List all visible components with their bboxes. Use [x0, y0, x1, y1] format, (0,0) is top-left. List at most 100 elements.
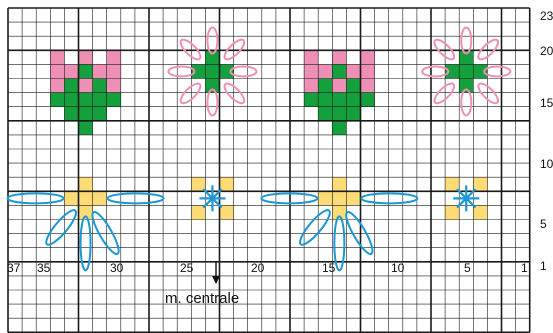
- tulip-2-petal: [304, 78, 319, 93]
- star-1-corner: [219, 177, 234, 192]
- flower-1-petal-outline: [106, 192, 165, 205]
- daisy-2-center: [473, 64, 488, 79]
- flower-1-petal-outline: [91, 210, 120, 255]
- flower-2-center: [346, 191, 361, 206]
- tulip-1-petal: [92, 64, 107, 79]
- tulip-2-leaf: [318, 106, 333, 121]
- bottom-axis-labels: 37 35 30 25 20 15 10 5 1: [7, 261, 528, 275]
- daisy-2-petal-outline: [477, 82, 500, 105]
- flower-1-center: [78, 177, 93, 192]
- col-label-15: 15: [322, 261, 336, 275]
- tulip-2-leaf: [318, 78, 333, 93]
- tulip-1-petal: [50, 78, 65, 93]
- tulip-1-petal: [64, 64, 79, 79]
- daisy-1-petal-outline: [179, 82, 202, 105]
- star-1-ray: [202, 188, 223, 209]
- daisy-1-petal-outline: [206, 88, 219, 117]
- tulip-1-leaf: [92, 106, 107, 121]
- star-1-corner: [191, 177, 206, 192]
- tulip-1-leaf: [64, 78, 79, 93]
- daisy-2-petal-outline: [460, 26, 473, 55]
- row-label-5: 5: [540, 217, 547, 231]
- flower-1-center: [64, 191, 79, 206]
- tulip-2-petal: [360, 64, 375, 79]
- col-label-20: 20: [251, 261, 265, 275]
- tulip-2-leaf: [332, 92, 347, 107]
- row-label-20: 20: [540, 44, 553, 58]
- daisy-2-petal-outline: [483, 65, 512, 78]
- daisy-2-center: [459, 50, 474, 65]
- tulip-1-petal: [78, 50, 93, 65]
- tulip-1-leaf: [78, 106, 93, 121]
- tulip-2-leaf: [346, 106, 361, 121]
- tulip-1-leaf: [50, 92, 65, 107]
- star-2-corner: [473, 177, 488, 192]
- flower-1-petal-outline: [6, 192, 65, 205]
- row-label-23: 23: [540, 9, 553, 23]
- star-2-ray: [456, 188, 477, 209]
- tulip-2-leaf: [332, 64, 347, 79]
- row-label-15: 15: [540, 96, 553, 110]
- daisy-2-center: [445, 64, 460, 79]
- center-marker: m. centrale: [165, 262, 239, 307]
- tulip-2-petal: [360, 50, 375, 65]
- tulip-1-leaf: [64, 92, 79, 107]
- col-label-10: 10: [391, 261, 405, 275]
- daisy-2-petal-outline: [477, 38, 500, 61]
- flower-1-center: [78, 191, 93, 206]
- daisy-2-petal-outline: [421, 65, 450, 78]
- tulip-1-petal: [106, 78, 121, 93]
- flower-1-center: [78, 205, 93, 220]
- flower-2-petal-outline: [260, 192, 319, 205]
- tulip-1-leaf: [78, 120, 93, 135]
- tulip-1-leaf: [106, 92, 121, 107]
- daisy-1-center: [205, 50, 220, 65]
- col-label-30: 30: [110, 261, 124, 275]
- tulip-1-petal: [50, 64, 65, 79]
- daisy-2-center: [459, 78, 474, 93]
- flower-1-center: [92, 191, 107, 206]
- tulip-2-petal: [304, 64, 319, 79]
- tulip-2-leaf: [318, 92, 333, 107]
- col-label-5: 5: [464, 261, 471, 275]
- tulip-1-petal: [50, 50, 65, 65]
- tulip-2-leaf: [304, 92, 319, 107]
- daisy-1-center: [205, 64, 220, 79]
- tulip-2-petal: [332, 78, 347, 93]
- daisy-1-petal-outline: [229, 65, 258, 78]
- tulip-1-leaf: [64, 106, 79, 121]
- flower-2-petal-outline: [299, 209, 331, 246]
- flower-2-petal-outline: [345, 210, 374, 255]
- col-label-1: 1: [521, 261, 528, 275]
- flower-1-petal-outline: [45, 209, 77, 246]
- daisy-1-petal-outline: [167, 65, 196, 78]
- tulip-2-leaf: [332, 120, 347, 135]
- flower-2-center: [332, 191, 347, 206]
- daisy-2-petal-outline: [433, 82, 456, 105]
- tulip-2-leaf: [332, 106, 347, 121]
- star-2-corner: [445, 177, 460, 192]
- tulip-2-petal: [346, 64, 361, 79]
- daisy-2-petal-outline: [433, 38, 456, 61]
- flower-2-petal-outline: [360, 192, 419, 205]
- tulip-2-leaf: [360, 92, 375, 107]
- tulip-2-petal: [304, 50, 319, 65]
- flower-2-center: [332, 177, 347, 192]
- center-arrow-head: [212, 276, 220, 284]
- tulip-1-leaf: [92, 92, 107, 107]
- tulip-1-leaf: [92, 78, 107, 93]
- col-label-37: 37: [7, 261, 21, 275]
- flower-2-petal-outline: [333, 215, 346, 272]
- tulip-2-leaf: [346, 92, 361, 107]
- stitch-fills: [50, 50, 488, 220]
- tulip-2-leaf: [346, 78, 361, 93]
- flower-1-petal-outline: [79, 215, 92, 272]
- tulip-1-leaf: [78, 92, 93, 107]
- daisy-2-center: [459, 64, 474, 79]
- star-2-corner: [473, 205, 488, 220]
- right-axis-labels: 23 20 15 10 5 1: [540, 9, 553, 273]
- tulip-2-petal: [360, 78, 375, 93]
- tulip-1-petal: [106, 64, 121, 79]
- daisy-1-petal-outline: [223, 82, 246, 105]
